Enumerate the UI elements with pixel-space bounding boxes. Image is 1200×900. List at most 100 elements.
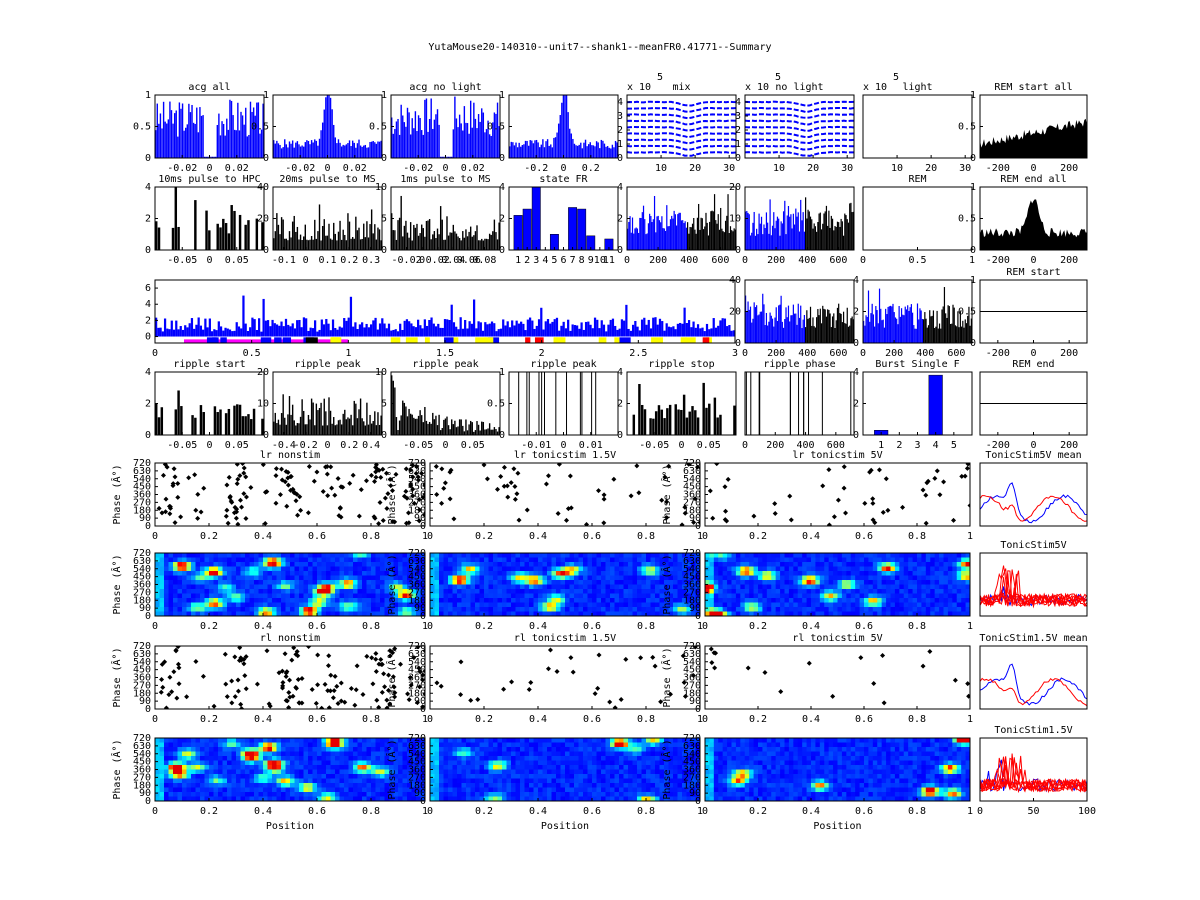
heatmap-cell [877,580,883,585]
scatter-point [239,706,245,709]
heatmap-cell [846,598,852,603]
heatmap-cell [837,589,843,594]
bar [497,329,500,337]
bar [413,417,415,435]
x-tick-label: 4 [542,255,548,266]
bar [578,144,580,158]
heatmap-cell [943,562,949,567]
bar [380,140,382,158]
scatter-point [376,521,382,526]
heatmap-cell [321,611,327,616]
heatmap-cell [222,553,228,558]
heatmap-cell [317,602,322,608]
bar [273,140,275,158]
bar [417,115,420,158]
bar [696,217,699,250]
chart-title: lr tonicstim 1.5V [514,450,616,461]
heatmap-cell [493,584,498,590]
heatmap-cell [837,580,843,585]
bar [466,328,469,337]
heatmap-cell [890,566,896,572]
bar [310,235,313,250]
heatmap-cell [402,575,408,581]
y-tick-label: 0 [970,245,976,256]
bar [573,143,576,158]
heatmap-cell [375,575,381,581]
heatmap-cell [448,598,453,603]
y-tick-label: 2 [145,214,151,225]
scatter-point [285,482,291,488]
bar [846,219,848,250]
heatmap-cell [833,566,838,572]
waveform-line [745,151,854,157]
heatmap-cell [673,571,678,576]
heatmap-cell [659,566,665,572]
heatmap-cell [353,571,358,576]
heatmap-cell [811,602,816,608]
bar [406,232,409,250]
heatmap-cell [393,562,399,567]
heatmap-cell [330,557,336,563]
y-axis-label: Phase (Â°) [110,464,123,524]
bar [312,142,314,158]
heatmap-cell [384,602,390,608]
heatmap-cell [727,593,732,599]
heatmap-cell [569,584,575,590]
x-tick-label: 0.3 [362,255,380,266]
heatmap-cell [515,553,521,558]
heatmap-cell [290,575,295,581]
heatmap-cell [596,571,602,576]
bar [224,327,227,337]
heatmap-cell [673,589,678,594]
heatmap-cell [947,580,953,585]
heatmap-cell [868,557,874,563]
heatmap-cell [393,602,399,608]
y-tick-label: 90 [139,513,151,524]
heatmap-cell [605,571,611,576]
heatmap-cell [668,611,674,616]
heatmap-cell [659,584,665,590]
bar [186,327,189,337]
chart-title: state FR [539,174,588,185]
heatmap-cell [402,562,408,567]
bar [251,317,254,337]
bar [428,118,431,158]
heatmap-cell [881,571,887,576]
bar [337,420,340,435]
heatmap-cell [596,607,602,612]
heatmap-cell [389,584,394,590]
heatmap-cell [353,566,358,572]
heatmap-cell [222,607,228,612]
heatmap-cell [470,575,476,581]
bar [276,140,278,158]
bar [208,318,211,337]
bar [485,429,488,435]
heatmap-cell [859,553,865,558]
heatmap-cell [753,566,759,572]
heatmap-cell [285,584,291,590]
heatmap-cell [371,580,376,585]
heatmap-cell [402,584,408,590]
heatmap-cell [855,593,861,599]
heatmap-cell [479,571,485,576]
axis-multiplier: x 10 [745,82,769,93]
heatmap-cell [402,557,408,563]
plot-frame [744,371,855,436]
heatmap-cell [272,553,277,558]
bar [159,327,162,337]
heatmap-cell [788,562,794,567]
heatmap-cell [493,553,498,558]
plot-marks [155,187,264,250]
heatmap-cell [637,553,642,558]
heatmap-cell [677,584,683,590]
heatmap-cell [762,575,768,581]
heatmap-cell [204,557,210,563]
heatmap-cell [583,607,588,612]
bar [419,118,421,158]
heatmap-cell [899,593,905,599]
heatmap-cell [524,562,530,567]
heatmap-cell [758,593,763,599]
heatmap-cell [439,553,444,558]
heatmap-cell [850,607,856,612]
